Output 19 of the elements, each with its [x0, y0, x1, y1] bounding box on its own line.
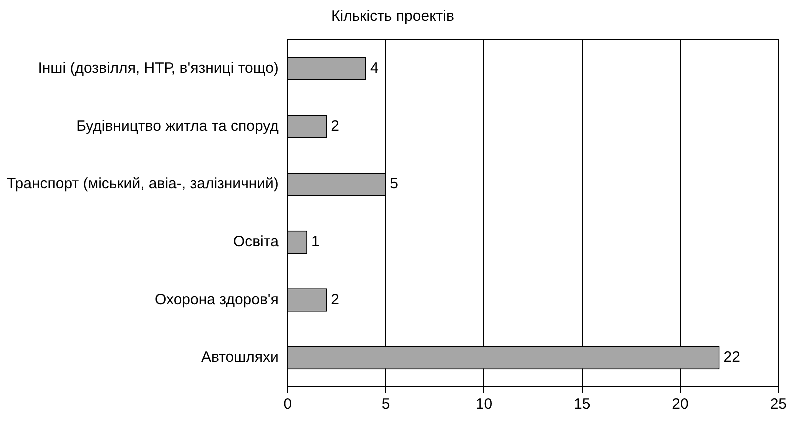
x-tick-label: 20	[672, 396, 689, 414]
data-label: 4	[370, 60, 379, 78]
y-tick-label: Охорона здоров'я	[154, 291, 279, 308]
x-tick-label: 25	[770, 396, 787, 414]
y-tick-label: Освіта	[233, 234, 280, 251]
data-label: 1	[312, 234, 320, 251]
y-tick-label: Транспорт (міський, авіа-, залізничний)	[6, 176, 279, 193]
y-tick-label: Інші (дозвілля, НТР, в'язниці тощо)	[38, 60, 279, 78]
y-tick-label: Автошляхи	[201, 349, 279, 366]
x-tick-label: 15	[574, 396, 591, 414]
chart-title: Кількість проектів	[332, 8, 454, 26]
data-label: 5	[390, 176, 398, 193]
data-label: 2	[331, 291, 340, 308]
x-tick-label: 0	[284, 396, 292, 414]
data-label: 2	[331, 118, 340, 135]
x-tick-label: 5	[382, 396, 390, 414]
data-label: 22	[724, 349, 740, 366]
x-tick-label: 10	[476, 396, 493, 414]
y-tick-label: Будівництво житла та споруд	[76, 118, 280, 135]
